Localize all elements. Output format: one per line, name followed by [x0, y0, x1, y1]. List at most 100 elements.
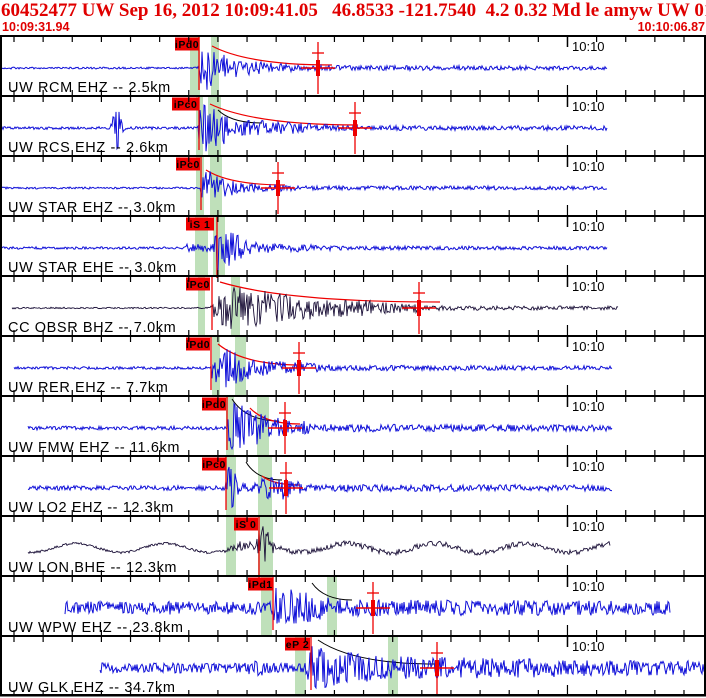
coda-decay-curve-red: [217, 343, 303, 366]
pick-flag-label: iS 0: [236, 519, 257, 531]
arrival-window-band: [226, 397, 234, 455]
coda-decay-curve-black: [245, 461, 283, 481]
pick-flag-label: iS 1: [190, 219, 211, 231]
waveform-trace[interactable]: [0, 171, 607, 198]
pick-flag[interactable]: [186, 337, 210, 351]
waveform-trace[interactable]: [27, 526, 611, 562]
arrival-window-band: [261, 577, 272, 635]
coda-marker-handle[interactable]: [417, 300, 421, 316]
arrival-window-band: [235, 337, 246, 395]
pick-flag[interactable]: [175, 37, 199, 51]
arrival-window-band: [327, 577, 337, 635]
coda-decay-curve-black: [311, 582, 353, 601]
waveform-trace[interactable]: [27, 402, 613, 451]
coda-decay-curve-red: [205, 169, 286, 186]
coda-decay-curve-black: [317, 639, 436, 665]
pick-flag-label: iPc0: [174, 99, 198, 111]
panel-border: [0, 215, 706, 217]
minute-label: 10:10: [572, 459, 605, 474]
pick-flag[interactable]: [172, 97, 199, 111]
waveform-trace[interactable]: [64, 587, 671, 625]
waveform-trace[interactable]: [99, 646, 706, 690]
panel-border: [0, 35, 706, 37]
station-label: CC OBSR BHZ -- 7.0km: [8, 320, 176, 336]
coda-decay-curve-red: [209, 103, 359, 126]
waveform-trace[interactable]: [13, 349, 613, 388]
station-label: UW WPW EHZ -- 23.8km: [8, 620, 184, 636]
coda-decay-curve-black: [217, 109, 263, 124]
pick-flag-label: iPd0: [175, 39, 199, 51]
plot-bottom-border: [0, 694, 706, 697]
event-header: 60452477 UW Sep 16, 2012 10:09:41.05 46.…: [0, 0, 706, 36]
pick-flag-label: iPd0: [186, 339, 210, 351]
waveform-trace[interactable]: [0, 232, 608, 272]
plot-left-border: [0, 35, 2, 696]
pick-flag[interactable]: [202, 457, 226, 471]
pick-flag-label: iPc0: [202, 459, 226, 471]
pick-flag[interactable]: [285, 637, 310, 651]
minute-label: 10:10: [572, 99, 605, 114]
coda-decay-curve-red: [249, 407, 301, 425]
minute-label: 10:10: [572, 39, 605, 54]
station-label: UW RER EHZ -- 7.7km: [8, 380, 168, 396]
panel-border: [0, 515, 706, 517]
station-label: UW STAR EHZ -- 3.0km: [8, 200, 176, 216]
pick-flag[interactable]: [176, 157, 200, 171]
waveform-trace[interactable]: [0, 104, 608, 152]
arrival-window-band: [196, 157, 204, 215]
station-label: UW STAR EHE -- 3.0km: [8, 260, 177, 276]
panel-border: [0, 95, 706, 97]
station-label: UW LO2 EHZ -- 12.3km: [8, 500, 174, 516]
coda-marker-handle[interactable]: [353, 120, 357, 136]
coda-marker-handle[interactable]: [297, 360, 301, 376]
minute-label: 10:10: [572, 399, 605, 414]
waveform-trace[interactable]: [11, 287, 619, 329]
minute-label: 10:10: [572, 279, 605, 294]
pick-flag-label: iPd1: [248, 579, 272, 591]
window-end-time: 10:10:06.87: [637, 20, 705, 34]
station-label: UW RCM EHZ -- 2.5km: [8, 80, 171, 96]
arrival-window-band: [212, 337, 220, 395]
waveform-trace[interactable]: [27, 466, 612, 509]
pick-flag[interactable]: [248, 577, 273, 591]
station-label: UW LON BHE -- 12.3km: [8, 560, 177, 576]
window-start-time: 10:09:31.94: [2, 20, 70, 34]
pick-flag[interactable]: [234, 517, 258, 531]
station-label: UW GLK EHZ -- 34.7km: [8, 680, 176, 696]
station-label: UW FMW EHZ -- 11.6km: [8, 440, 180, 456]
coda-marker-handle[interactable]: [371, 600, 375, 616]
pick-flag-label: iPd0: [202, 399, 226, 411]
arrival-window-band: [198, 277, 205, 335]
panel-border: [0, 335, 706, 337]
pick-flag-label: iPc0: [186, 279, 210, 291]
coda-marker-handle[interactable]: [284, 480, 288, 496]
minute-label: 10:10: [572, 639, 605, 654]
station-label: UW RCS EHZ -- 2.6km: [8, 140, 168, 156]
coda-decay-curve-red: [211, 45, 333, 66]
coda-marker-handle[interactable]: [316, 60, 320, 76]
panel-border: [0, 635, 706, 637]
coda-marker-handle[interactable]: [276, 180, 280, 196]
pick-flag[interactable]: [186, 217, 214, 231]
coda-marker-handle[interactable]: [435, 660, 439, 676]
arrival-window-band: [388, 637, 398, 695]
pick-flag-label: eP 2: [286, 639, 309, 651]
panel-border: [0, 395, 706, 397]
panel-border: [0, 155, 706, 157]
minute-label: 10:10: [572, 579, 605, 594]
panel-border: [0, 455, 706, 457]
pick-flag[interactable]: [186, 277, 210, 291]
plot-right-border: [704, 35, 706, 696]
minute-label: 10:10: [572, 159, 605, 174]
pick-flag[interactable]: [202, 397, 226, 411]
coda-marker-handle[interactable]: [283, 420, 287, 436]
panel-border: [0, 575, 706, 577]
minute-label: 10:10: [572, 339, 605, 354]
pick-flag-label: iPc0: [176, 159, 200, 171]
event-summary-text: 60452477 UW Sep 16, 2012 10:09:41.05 46.…: [1, 0, 706, 21]
arrival-window-band: [190, 37, 200, 95]
minute-label: 10:10: [572, 219, 605, 234]
coda-decay-curve-red: [219, 281, 441, 303]
